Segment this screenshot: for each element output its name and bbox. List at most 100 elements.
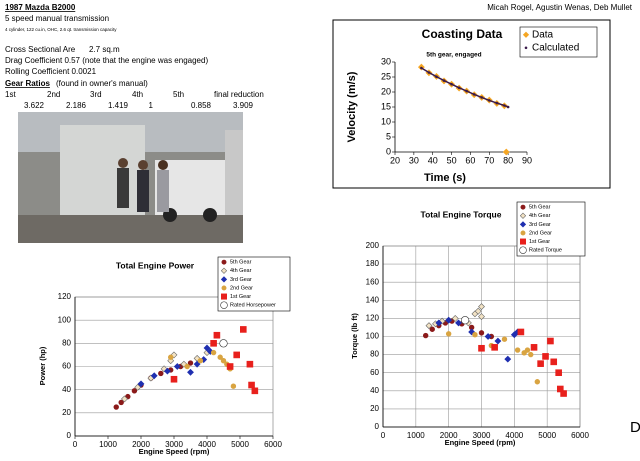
legend-marker — [519, 246, 527, 254]
marker — [210, 349, 217, 356]
marker — [113, 404, 119, 410]
marker — [465, 89, 468, 93]
marker — [203, 344, 211, 352]
fragment: D — [630, 419, 640, 436]
legend-marker — [520, 204, 526, 210]
gear-value: 2.186 — [66, 101, 87, 110]
chart-subtitle: 5th gear, engaged — [426, 52, 481, 59]
y-tick-label: 10 — [381, 116, 391, 126]
x-tick-label: 4000 — [505, 431, 523, 440]
marker — [442, 79, 446, 82]
marker — [219, 339, 228, 348]
y-tick-label: 140 — [366, 295, 380, 304]
y-tick-label: 0 — [386, 146, 391, 156]
gear-header: 1st — [5, 90, 16, 99]
marker — [246, 360, 254, 368]
legend-label: Rated Torque — [529, 248, 562, 254]
marker — [121, 395, 128, 403]
marker — [530, 344, 538, 351]
legend-box — [516, 201, 586, 257]
marker — [233, 351, 240, 359]
y-tick-label: 5 — [386, 131, 391, 141]
x-axis-label: Engine Speed (rpm) — [139, 447, 210, 456]
marker — [537, 360, 544, 367]
photo — [18, 112, 243, 243]
y-tick-label: 20 — [381, 86, 391, 96]
gear-value: 1 — [149, 101, 154, 110]
marker — [131, 388, 138, 394]
marker — [478, 313, 485, 321]
gear-header: 4th — [132, 90, 143, 99]
marker — [425, 322, 433, 330]
marker — [429, 326, 435, 332]
marker — [445, 316, 453, 324]
legend-label: 5th Gear — [230, 260, 252, 266]
legend-marker — [221, 285, 227, 291]
doc-title: 1987 Mazda B2000 — [5, 3, 76, 12]
y-tick-label: 0 — [375, 422, 380, 431]
gear-header: final reduction — [214, 90, 264, 99]
y-tick-label: 20 — [62, 408, 71, 417]
y-tick-label: 40 — [62, 385, 71, 394]
marker — [484, 333, 492, 340]
y-tick-label: 120 — [58, 292, 72, 301]
cross-section-value: 2.7 sq.m — [89, 45, 120, 54]
legend-box — [217, 256, 291, 312]
y-tick-label: 120 — [366, 314, 380, 323]
x-tick-label: 70 — [484, 155, 494, 165]
marker — [534, 379, 541, 385]
marker — [170, 375, 178, 383]
gear-value: 3.909 — [233, 101, 254, 110]
legend-marker — [524, 46, 528, 50]
marker — [220, 358, 227, 364]
legend-marker — [220, 301, 228, 309]
marker — [504, 355, 512, 363]
y-axis-label: Torque (lb ft) — [350, 313, 359, 359]
marker — [422, 332, 429, 339]
marker — [226, 363, 234, 370]
y-tick-label: 100 — [58, 315, 72, 324]
chart-frame — [332, 19, 611, 189]
marker — [472, 93, 476, 96]
marker — [427, 71, 431, 74]
marker — [460, 316, 470, 325]
marker — [502, 148, 510, 156]
marker — [514, 347, 521, 353]
legend-label: 3rd Gear — [230, 277, 252, 283]
marker — [542, 353, 549, 360]
marker — [445, 331, 452, 337]
y-axis-label: Power (hp) — [38, 346, 47, 385]
marker — [517, 328, 525, 336]
x-tick-label: 2000 — [132, 440, 150, 449]
marker — [168, 354, 174, 360]
marker — [230, 383, 237, 389]
marker — [491, 344, 498, 351]
x-tick-label: 0 — [73, 440, 78, 449]
chart-title: Total Engine Torque — [421, 209, 502, 219]
x-tick-label: 5000 — [231, 440, 249, 449]
gear-value: 3.622 — [24, 101, 45, 110]
y-tick-label: 20 — [370, 404, 379, 413]
y-tick-label: 30 — [381, 56, 391, 66]
marker — [187, 368, 194, 376]
marker — [501, 336, 508, 342]
marker — [495, 101, 499, 105]
legend-marker — [519, 212, 527, 219]
marker — [163, 367, 171, 375]
y-tick-label: 80 — [62, 338, 71, 347]
x-tick-label: 6000 — [571, 431, 589, 440]
marker — [550, 358, 558, 366]
x-tick-label: 3000 — [165, 440, 183, 449]
marker — [197, 358, 204, 364]
x-tick-label: 1000 — [407, 431, 425, 440]
y-tick-label: 60 — [370, 368, 379, 377]
marker — [420, 66, 423, 70]
marker — [494, 337, 502, 345]
gear-header: 5th — [173, 90, 184, 99]
x-tick-label: 6000 — [264, 440, 282, 449]
x-tick-label: 1000 — [99, 440, 117, 449]
marker — [478, 344, 485, 352]
chart-title: Coasting Data — [422, 27, 503, 41]
x-tick-label: 50 — [447, 155, 457, 165]
